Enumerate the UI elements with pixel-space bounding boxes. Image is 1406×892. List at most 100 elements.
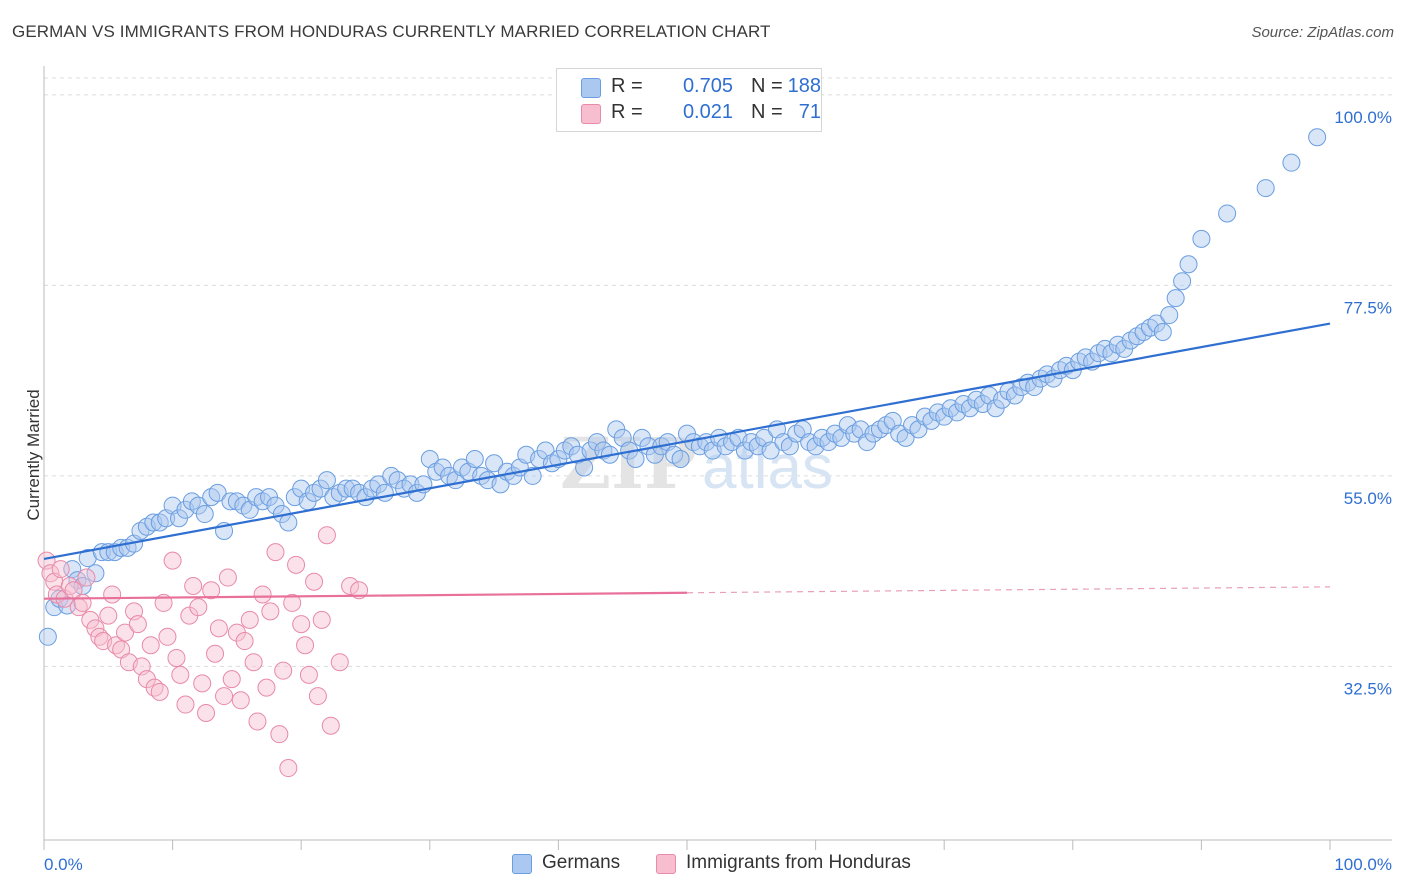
x-tick-label: 0.0% <box>44 855 83 874</box>
point-honduras <box>330 653 349 672</box>
legend-swatch-germans <box>581 78 601 98</box>
point-honduras <box>128 615 147 634</box>
point-germans <box>279 513 298 532</box>
point-germans <box>195 505 214 524</box>
correlation-legend: R = 0.705 N = 188 R = 0.021 N = 71 <box>556 68 822 132</box>
point-honduras <box>184 577 203 595</box>
point-honduras <box>244 653 263 672</box>
source-credit: Source: ZipAtlas.com <box>1251 24 1394 41</box>
point-honduras <box>73 593 92 612</box>
point-germans <box>1256 179 1275 198</box>
legend-label-honduras: Immigrants from Honduras <box>686 852 911 873</box>
point-honduras <box>215 687 234 706</box>
y-axis-label: Currently Married <box>24 389 43 521</box>
axes <box>43 66 1392 850</box>
legend-n-value: 188 <box>787 75 821 97</box>
point-honduras <box>193 674 212 693</box>
point-germans <box>208 483 227 502</box>
point-honduras <box>209 619 228 638</box>
point-honduras <box>312 610 331 629</box>
point-germans <box>523 466 542 485</box>
point-honduras <box>296 636 315 655</box>
point-honduras <box>116 623 135 642</box>
point-honduras <box>150 682 169 701</box>
point-honduras <box>305 572 324 591</box>
point-honduras <box>141 636 160 655</box>
point-honduras <box>308 687 327 706</box>
point-honduras <box>218 568 237 587</box>
legend-n-label: N = <box>751 75 783 97</box>
point-honduras <box>321 716 340 735</box>
series-legend: Germans Immigrants from Honduras <box>0 852 1406 878</box>
point-honduras <box>202 581 221 600</box>
point-honduras <box>266 543 285 562</box>
point-honduras <box>248 712 267 731</box>
legend-swatch-honduras <box>581 104 601 124</box>
point-honduras <box>176 695 195 714</box>
point-honduras <box>171 665 190 684</box>
point-germans <box>485 454 504 473</box>
point-germans <box>1192 229 1211 248</box>
chart-title: GERMAN VS IMMIGRANTS FROM HONDURAS CURRE… <box>12 22 771 41</box>
point-honduras <box>240 610 259 629</box>
point-germans <box>1173 272 1192 291</box>
point-honduras <box>257 678 276 697</box>
point-germans <box>1308 128 1327 147</box>
y-tick-label: 32.5% <box>1344 679 1392 698</box>
legend-label-germans: Germans <box>542 852 621 873</box>
point-honduras <box>279 759 298 778</box>
point-honduras <box>317 526 336 545</box>
point-honduras <box>292 615 311 634</box>
point-germans <box>626 450 645 468</box>
point-honduras <box>231 691 250 710</box>
point-germans <box>38 627 57 646</box>
point-honduras <box>341 577 360 595</box>
legend-swatch-germans <box>512 854 532 874</box>
point-germans <box>58 596 77 615</box>
point-germans <box>1218 204 1237 223</box>
point-germans <box>1166 289 1185 308</box>
point-honduras <box>270 725 289 744</box>
point-germans <box>1153 323 1172 341</box>
point-honduras <box>77 568 96 587</box>
point-honduras <box>189 598 208 617</box>
x-tick-label: 100.0% <box>1334 855 1392 874</box>
grid-lines <box>44 77 1392 667</box>
point-germans <box>317 471 336 490</box>
trend-line-honduras <box>43 591 688 600</box>
point-honduras <box>350 581 369 600</box>
legend-r-value: 0.705 <box>682 75 733 97</box>
y-tick-label: 100.0% <box>1334 108 1392 127</box>
point-honduras <box>99 606 118 625</box>
point-honduras <box>158 627 177 646</box>
data-points <box>37 128 1327 778</box>
tick-labels: 32.5% 55.0% 77.5% 100.0% 0.0% 100.0% <box>44 108 1392 874</box>
trend-lines <box>43 322 1331 600</box>
point-honduras <box>274 661 293 680</box>
legend-r-value: 0.021 <box>682 101 733 123</box>
point-honduras <box>283 593 302 612</box>
legend-n-label: N = <box>751 101 783 123</box>
point-germans <box>375 483 394 502</box>
point-germans <box>671 450 690 468</box>
point-germans <box>1160 306 1179 325</box>
point-honduras <box>253 585 272 604</box>
point-honduras <box>261 602 280 621</box>
point-germans <box>1282 153 1301 172</box>
point-honduras <box>167 648 186 667</box>
point-honduras <box>235 632 254 651</box>
point-germans <box>761 441 780 460</box>
point-honduras <box>41 564 60 583</box>
point-honduras <box>287 555 306 574</box>
point-honduras <box>299 665 318 684</box>
y-tick-label: 55.0% <box>1344 489 1392 508</box>
legend-r-label: R = <box>611 75 643 97</box>
legend-r-label: R = <box>611 101 643 123</box>
legend-swatch-honduras <box>656 854 676 874</box>
point-honduras <box>51 560 70 579</box>
trend-line-germans <box>43 322 1331 560</box>
point-honduras <box>163 551 182 570</box>
trend-line-honduras-extension <box>686 586 1331 594</box>
point-germans <box>465 450 484 468</box>
